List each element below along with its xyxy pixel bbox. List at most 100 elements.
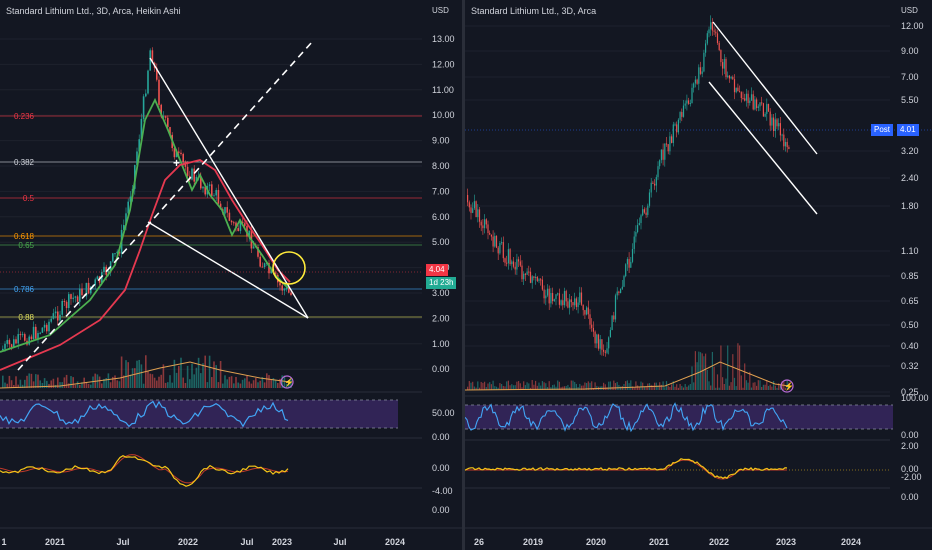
volume-bar (184, 383, 187, 388)
right-price-tick: 2.40 (901, 173, 919, 183)
macd-line (465, 458, 788, 480)
volume-bar (512, 385, 515, 390)
highlight-circle (272, 251, 306, 285)
left-chart-pane[interactable]: 13.00 12.00 11.00 10.00 9.00 8.00 7.00 6.00 5.00… (0, 0, 462, 550)
lightning-glyph: ⚡ (284, 377, 294, 387)
price-candle (727, 75, 729, 77)
volume-bar (164, 382, 167, 388)
price-candle (116, 251, 118, 254)
fib-level-label: 0.65 (18, 241, 34, 250)
volume-bar (769, 384, 771, 390)
volume-bar (747, 382, 749, 390)
right-price-tick: 5.50 (901, 95, 919, 105)
rsi-tick: 50.00 (432, 408, 455, 418)
volume-bar (79, 384, 81, 388)
volume-bar (540, 385, 542, 390)
price-candle (659, 160, 661, 167)
volume-bar (120, 356, 123, 388)
volume-bar (270, 379, 272, 388)
price-candle (739, 91, 741, 93)
volume-bar (290, 377, 292, 388)
volume-bar (545, 383, 547, 390)
volume-bar (552, 385, 554, 390)
volume-bar (609, 381, 611, 390)
volume-bar (200, 373, 202, 388)
volume-bar (114, 375, 116, 388)
volume-bar (487, 383, 489, 390)
volume-bar (140, 364, 143, 388)
volume-bar (489, 382, 491, 390)
volume-bar (645, 386, 647, 390)
price-candle (713, 30, 715, 32)
volume-bar (246, 375, 248, 388)
volume-bar (519, 383, 521, 390)
volume-bar (640, 381, 642, 390)
price-candle (773, 117, 775, 132)
volume-bar (43, 378, 46, 388)
volume-bar (516, 381, 518, 390)
price-candle (563, 291, 566, 306)
volume-bar (594, 382, 596, 390)
pane-divider[interactable] (462, 0, 465, 550)
price-candle (665, 143, 668, 145)
price-candle (597, 334, 600, 349)
price-candle (288, 287, 290, 293)
volume-bar (74, 384, 77, 388)
price-candle (699, 67, 702, 74)
price-candle (2, 348, 4, 350)
left-chart-canvas[interactable]: 13.0012.0011.0010.009.008.007.006.005.00… (0, 0, 462, 550)
price-candle (475, 201, 477, 218)
volume-bar (524, 385, 526, 390)
price-candle (584, 310, 586, 315)
right-chart-canvas[interactable]: 12.00 9.00 7.00 5.50 3.20 2.40 1.80 1.10 0.85 0.6… (465, 0, 932, 550)
price-candle (518, 259, 520, 262)
volume-bar (470, 382, 472, 390)
price-candle (594, 331, 596, 344)
price-candle (609, 329, 611, 338)
volume-bar (480, 381, 482, 390)
volume-bar (762, 384, 764, 390)
volume-bar (281, 375, 283, 388)
price-candle (215, 189, 217, 196)
price-candle (233, 222, 235, 224)
price-candle (535, 276, 537, 278)
price-candle (156, 67, 158, 80)
price-candle (186, 166, 189, 176)
price-candle (211, 184, 213, 196)
volume-bar (575, 383, 577, 390)
volume-bar (112, 376, 114, 388)
volume-bar (90, 384, 92, 388)
price-candle (706, 33, 708, 44)
volume-bar (171, 382, 173, 388)
volume-bar (591, 381, 593, 390)
price-candle (487, 224, 489, 234)
volume-bar (59, 382, 61, 388)
price-candle (502, 242, 504, 259)
right-price-tick: 0.65 (901, 296, 919, 306)
volume-bar (548, 381, 550, 390)
rsi-line (465, 402, 788, 433)
price-candle (74, 296, 77, 298)
volume-bar (677, 387, 679, 390)
volume-bar (759, 380, 761, 390)
price-candle (621, 286, 623, 289)
volume-bar (584, 382, 586, 390)
price-candle (61, 300, 63, 315)
volume-bar (567, 384, 569, 390)
right-chart-pane[interactable]: 12.00 9.00 7.00 5.50 3.20 2.40 1.80 1.10 0.85 0.6… (465, 0, 932, 550)
volume-bar (784, 387, 787, 390)
volume-bar (131, 368, 134, 388)
volume-bar (705, 353, 707, 390)
fib-level-label: 0.5 (23, 194, 35, 203)
volume-bar (142, 383, 145, 388)
price-candle (613, 315, 615, 320)
price-candle (193, 168, 195, 182)
price-candle (538, 279, 540, 281)
price-candle (536, 276, 538, 281)
price-candle (562, 300, 564, 306)
left-price-tick: 1.00 (432, 339, 450, 349)
volume-bar (233, 383, 235, 388)
price-candle (579, 292, 581, 303)
volume-bar (667, 386, 669, 390)
lightning-icon (280, 375, 294, 389)
